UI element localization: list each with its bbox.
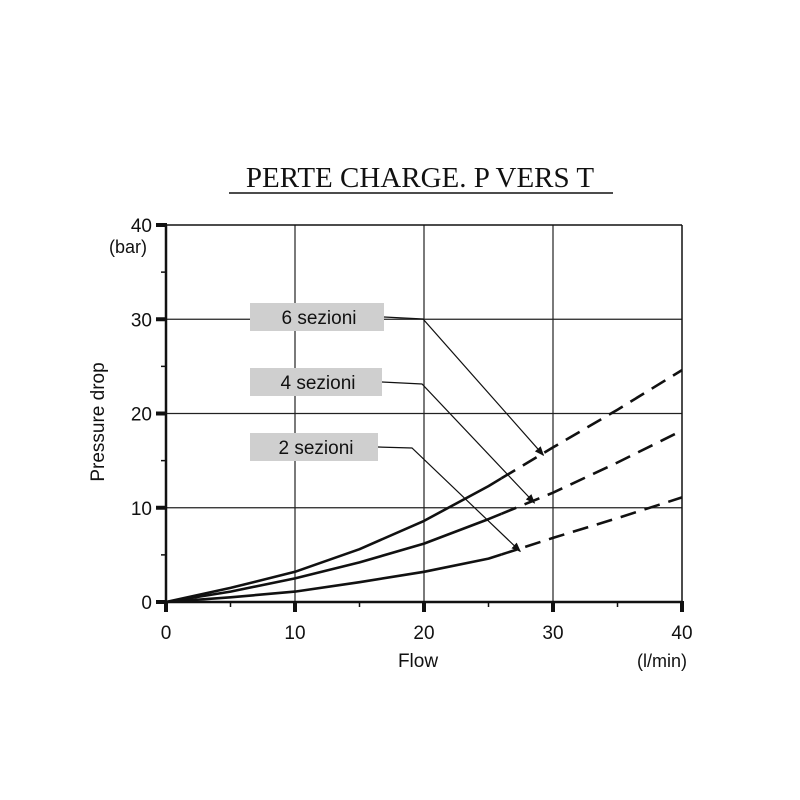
y-tick-label-10: 10 — [131, 499, 152, 520]
x-tick-mark-10 — [293, 601, 297, 612]
y-tick-label-0: 0 — [141, 593, 152, 614]
series-line-dashed-1 — [500, 429, 683, 516]
x-tick-label-10: 10 — [284, 623, 305, 644]
x-tick-mark-0 — [164, 601, 168, 612]
series-label-2: 2 sezioni — [279, 438, 354, 459]
grid — [166, 225, 682, 602]
series-line-dashed-0 — [500, 368, 683, 480]
series-line-solid-2 — [165, 553, 502, 604]
y-unit-label: (bar) — [109, 237, 147, 257]
series-leader-2 — [377, 446, 521, 553]
x-unit-label: (l/min) — [637, 651, 687, 671]
axis-ticks: 0 10 20 30 40 0 10 20 30 40 — [131, 216, 693, 644]
x-tick-label-30: 30 — [542, 623, 563, 644]
y-tick-label-40: 40 — [131, 216, 152, 237]
series-label-1: 4 sezioni — [281, 373, 356, 394]
x-tick-label-40: 40 — [671, 623, 692, 644]
series-label-box-0 — [250, 303, 384, 331]
series-leader-0 — [383, 316, 545, 457]
y-tick-label-30: 30 — [131, 310, 152, 331]
series-line-solid-1 — [165, 512, 502, 604]
x-tick-mark-20 — [422, 601, 426, 612]
y-tick-mark-10 — [156, 505, 167, 510]
series-line-dashed-2 — [501, 496, 683, 556]
y-tick-mark-0 — [156, 600, 167, 604]
x-tick-mark-40 — [680, 601, 684, 612]
series-line-solid-0 — [165, 477, 503, 604]
series-label-box-1 — [250, 368, 382, 396]
y-axis-label: Pressure drop — [88, 362, 109, 481]
y-tick-mark-30 — [156, 317, 167, 322]
series-label-0: 6 sezioni — [282, 308, 357, 329]
x-tick-label-20: 20 — [413, 623, 434, 644]
x-axis-label: Flow — [398, 651, 438, 672]
series-labels: 6 sezioni 4 sezioni 2 sezioni — [250, 303, 545, 553]
series-leader-1 — [381, 381, 536, 504]
y-tick-mark-40 — [156, 223, 167, 227]
chart-title: PERTE CHARGE. P VERS T — [246, 162, 594, 194]
x-tick-label-0: 0 — [161, 623, 172, 644]
series-label-box-2 — [250, 433, 378, 461]
x-tick-mark-30 — [551, 601, 555, 612]
y-tick-label-20: 20 — [131, 405, 152, 426]
y-tick-mark-20 — [156, 411, 167, 416]
